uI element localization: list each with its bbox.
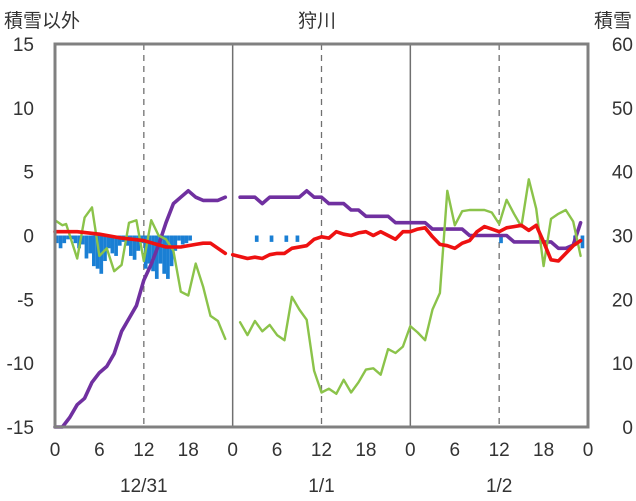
y-right-tick-label: 50	[612, 99, 633, 120]
x-tick-label: 0	[405, 440, 416, 461]
x-tick-label: 12	[489, 440, 510, 461]
x-tick-label: 18	[178, 440, 199, 461]
precipitation-bar	[166, 235, 170, 279]
chart-title: 狩川	[298, 10, 336, 32]
precipitation-bars	[55, 235, 585, 279]
y-left-tick-label: -10	[7, 354, 34, 375]
x-tick-label: 6	[272, 440, 283, 461]
precipitation-bar	[84, 235, 89, 259]
x-tick-label: 0	[583, 440, 594, 461]
precipitation-bar	[103, 235, 107, 262]
precipitation-bar	[177, 235, 181, 241]
temperature-line	[53, 229, 228, 256]
y-right-tick-label: 0	[622, 418, 633, 439]
precipitation-bar	[180, 235, 185, 245]
snow-depth-line	[53, 189, 228, 429]
precipitation-bar	[114, 235, 118, 256]
x-tick-label: 0	[227, 440, 238, 461]
precipitation-bar	[73, 235, 78, 244]
precipitation-bar	[136, 235, 141, 251]
precipitation-bar	[95, 235, 100, 269]
y-right-tick-label: 30	[612, 227, 633, 248]
x-tick-label: 12	[133, 440, 154, 461]
x-tick-label: 18	[355, 440, 376, 461]
y-right-axis-title: 積雪	[594, 10, 632, 32]
precipitation-bar	[499, 235, 503, 244]
y-right-tick-label: 10	[612, 354, 633, 375]
precipitation-bar	[295, 235, 300, 242]
x-date-label: 1/1	[308, 476, 334, 497]
precipitation-bar	[169, 235, 174, 267]
precipitation-bar	[254, 235, 259, 242]
precipitation-bar	[129, 235, 133, 256]
precipitation-bar	[80, 235, 85, 245]
x-tick-label: 18	[533, 440, 554, 461]
precipitation-bar	[284, 235, 289, 242]
x-date-label: 1/2	[486, 476, 512, 497]
precipitation-bar	[110, 235, 115, 254]
precipitation-bar	[151, 235, 155, 272]
x-tick-label: 0	[50, 440, 61, 461]
precipitation-bar	[269, 235, 274, 242]
precipitation-bar	[106, 235, 111, 249]
x-date-label: 12/31	[120, 476, 168, 497]
precipitation-bar	[125, 235, 130, 246]
precipitation-bar	[132, 235, 137, 260]
y-right-tick-label: 20	[612, 290, 633, 311]
precipitation-bar	[158, 235, 163, 264]
y-left-tick-label: -15	[7, 418, 34, 439]
x-tick-label: 6	[449, 440, 460, 461]
y-left-tick-label: 15	[13, 35, 34, 56]
y-right-tick-label: 60	[612, 35, 633, 56]
precipitation-bar	[162, 235, 167, 274]
precipitation-bar	[154, 235, 159, 279]
precipitation-bar	[188, 235, 192, 241]
y-left-tick-label: 0	[23, 227, 34, 248]
precipitation-bar	[58, 235, 63, 249]
y-left-tick-label: -5	[17, 290, 34, 311]
precipitation-bar	[66, 235, 70, 240]
series-lines	[53, 178, 583, 429]
precipitation-bar	[55, 235, 59, 244]
x-tick-label: 6	[94, 440, 105, 461]
precipitation-bar	[88, 235, 93, 254]
precipitation-bar	[580, 235, 585, 249]
precipitation-bar	[147, 235, 152, 264]
y-right-tick-label: 40	[612, 163, 633, 184]
precipitation-bar	[173, 235, 178, 251]
wind-line	[238, 178, 582, 395]
temperature-line	[230, 223, 583, 263]
y-left-axis-title: 積雪以外	[4, 10, 80, 32]
snow-depth-line	[238, 189, 583, 251]
x-tick-label: 12	[311, 440, 332, 461]
y-left-tick-label: 5	[23, 163, 34, 184]
precipitation-bar	[92, 235, 96, 267]
precipitation-bar	[62, 235, 67, 244]
y-left-tick-label: 10	[13, 99, 34, 120]
precipitation-bar	[184, 235, 189, 244]
plot-border	[53, 42, 590, 429]
wind-line	[53, 206, 227, 341]
precipitation-bar	[117, 235, 122, 246]
